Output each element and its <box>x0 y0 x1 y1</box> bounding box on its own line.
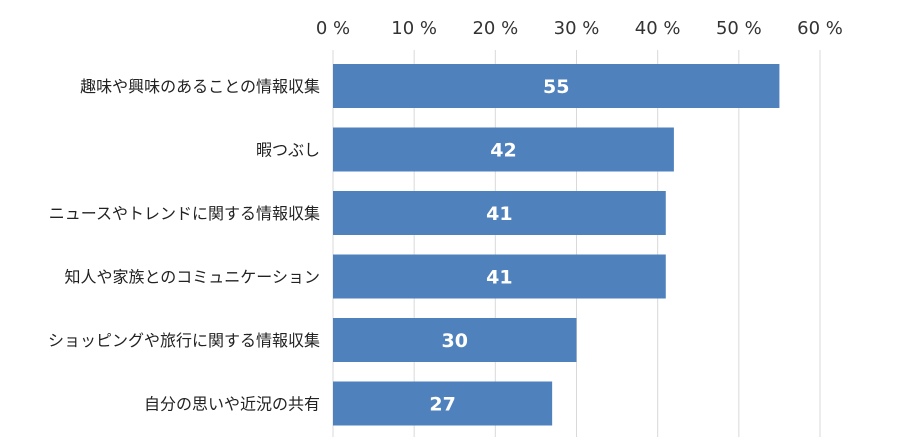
bars <box>333 64 780 426</box>
x-tick-label: 40 % <box>635 18 681 39</box>
bar <box>333 64 780 108</box>
bar-value-label: 55 <box>543 76 569 98</box>
bar-value-label: 41 <box>486 203 512 225</box>
x-tick-label: 30 % <box>554 18 600 39</box>
bar <box>333 127 674 172</box>
x-tick-label: 20 % <box>472 18 518 39</box>
bar-value-label: 42 <box>490 140 516 162</box>
category-label: 趣味や興味のあることの情報収集 <box>80 77 320 96</box>
category-label: 知人や家族とのコミュニケーション <box>64 268 320 287</box>
bar <box>333 254 666 299</box>
bar <box>333 191 666 235</box>
x-tick-label: 0 % <box>316 18 350 39</box>
bar-value-label: 41 <box>486 267 512 289</box>
bar <box>333 381 553 426</box>
category-label: ニュースやトレンドに関する情報収集 <box>49 204 320 223</box>
x-tick-label: 10 % <box>391 18 437 39</box>
x-tick-label: 50 % <box>716 18 762 39</box>
x-axis-ticks: 0 % 10 % 20 % 30 % 40 % 50 % 60 % <box>316 18 843 39</box>
data-labels: 55 42 41 41 30 27 <box>429 76 569 416</box>
x-tick-label: 60 % <box>797 18 843 39</box>
bar <box>333 318 577 362</box>
bar-value-label: 30 <box>442 330 468 352</box>
bar-value-label: 27 <box>429 394 455 416</box>
category-label: 自分の思いや近況の共有 <box>144 395 320 414</box>
gridlines <box>332 50 821 437</box>
category-labels: 趣味や興味のあることの情報収集暇つぶしニュースやトレンドに関する情報収集知人や家… <box>48 77 320 414</box>
category-label: ショッピングや旅行に関する情報収集 <box>48 331 320 350</box>
category-label: 暇つぶし <box>256 141 320 160</box>
